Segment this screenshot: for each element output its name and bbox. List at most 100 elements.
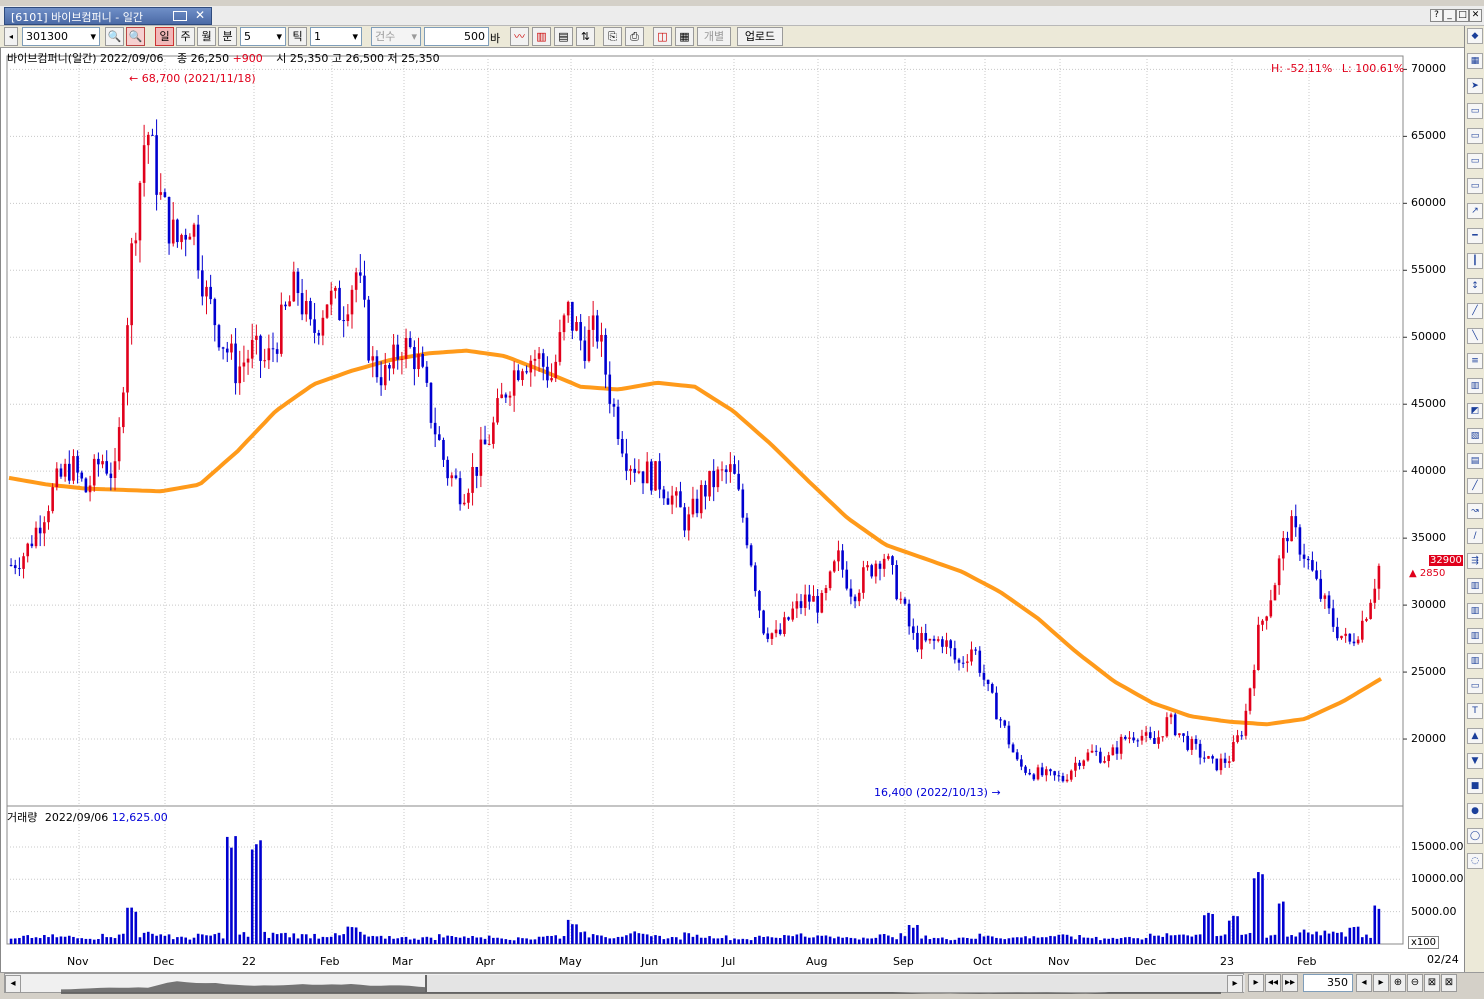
period-month-button[interactable]: 월 — [197, 27, 216, 46]
period-week-button[interactable]: 주 — [176, 27, 195, 46]
drawing-tool-icon[interactable]: ➤ — [1467, 78, 1483, 94]
volume-bar — [575, 924, 578, 944]
candle-body — [837, 550, 840, 562]
candle-body — [571, 301, 574, 331]
drawing-tool-icon[interactable]: ▭ — [1467, 103, 1483, 119]
volume-bar — [209, 935, 212, 944]
drawing-tool-icon[interactable]: ▥ — [1467, 578, 1483, 594]
drawing-tool-icon[interactable]: ╱ — [1467, 303, 1483, 319]
drawing-tool-icon[interactable]: ◩ — [1467, 403, 1483, 419]
candle-body — [783, 617, 786, 635]
candle-body — [429, 382, 433, 423]
chart-area[interactable]: 바이브컴퍼니(일간) 2022/09/06 종 26,250 +900 시 25… — [0, 48, 1464, 972]
volume-bar — [122, 933, 125, 944]
zoom-prev-icon[interactable]: ◂ — [1356, 974, 1372, 992]
line-chart-icon[interactable]: 〰 — [510, 27, 529, 46]
bar-chart-icon[interactable]: ▤ — [554, 27, 573, 46]
volume-bar — [533, 939, 537, 944]
drawing-tool-icon[interactable]: ▭ — [1467, 153, 1483, 169]
fast-forward-icon[interactable]: ▸▸ — [1282, 974, 1298, 992]
help-button[interactable]: ? — [1430, 9, 1443, 22]
zoom-input[interactable]: 350 — [1303, 974, 1353, 992]
drawing-tool-icon[interactable]: ▥ — [1467, 628, 1483, 644]
candle-body — [575, 322, 578, 331]
window-layout-icon[interactable] — [173, 11, 187, 21]
print-icon[interactable]: ⎙ — [625, 27, 644, 46]
tick-select[interactable]: 1 — [310, 27, 362, 46]
x-tick-label: Feb — [320, 955, 340, 968]
drawing-tool-icon[interactable]: ◆ — [1467, 28, 1483, 44]
stock-code-select[interactable]: 301300 — [22, 27, 100, 46]
drawing-tool-icon[interactable]: ▭ — [1467, 128, 1483, 144]
drawing-tool-icon[interactable]: ▭ — [1467, 178, 1483, 194]
candle-body — [196, 224, 200, 271]
zoom-next-icon[interactable]: ▸ — [1373, 974, 1389, 992]
tab-close-icon[interactable]: ✕ — [195, 8, 206, 22]
current-price-tag: 32900 — [1429, 555, 1463, 566]
price-volume-chart[interactable] — [1, 48, 1465, 972]
compare-icon[interactable]: ◫ — [653, 27, 672, 46]
drawing-tool-icon[interactable]: ╱ — [1467, 478, 1483, 494]
drawing-tool-icon[interactable]: ┃ — [1467, 253, 1483, 269]
drawing-tool-icon[interactable]: ▥ — [1467, 653, 1483, 669]
drawing-tool-icon[interactable]: ╲ — [1467, 328, 1483, 344]
maximize-button[interactable]: □ — [1456, 9, 1469, 22]
scroll-right-icon[interactable]: ▸ — [1227, 975, 1243, 993]
candle-body — [371, 356, 375, 361]
drawing-tool-icon[interactable]: ↝ — [1467, 503, 1483, 519]
drawing-tool-icon[interactable]: ∕ — [1467, 528, 1483, 544]
minute-select[interactable]: 5 — [240, 27, 286, 46]
drawing-tool-icon[interactable]: ▼ — [1467, 753, 1483, 769]
drawing-tool-icon[interactable]: ◯ — [1467, 828, 1483, 844]
drawing-tool-icon[interactable]: ▦ — [1467, 53, 1483, 69]
period-day-button[interactable]: 일 — [155, 27, 174, 46]
bars-input[interactable]: 500 — [424, 27, 489, 46]
drawing-tool-icon[interactable]: ▭ — [1467, 678, 1483, 694]
period-minute-button[interactable]: 분 — [218, 27, 237, 46]
drawing-tool-icon[interactable]: ⇶ — [1467, 553, 1483, 569]
drawing-tool-icon[interactable]: ■ — [1467, 778, 1483, 794]
chart-scrollbar[interactable]: ◂ ▸ — [4, 973, 1245, 994]
drawing-tool-icon[interactable]: ▤ — [1467, 453, 1483, 469]
reset-icon[interactable]: ⊠ — [1424, 974, 1440, 992]
zoom-out-icon[interactable]: ⊖ — [1407, 974, 1423, 992]
sort-icon[interactable]: ⇅ — [576, 27, 595, 46]
search-icon[interactable]: 🔍 — [105, 27, 124, 46]
scroll-thumb[interactable] — [425, 975, 1245, 992]
drawing-tool-icon[interactable]: ↗ — [1467, 203, 1483, 219]
prev-arrow-icon[interactable]: ◂ — [4, 27, 18, 46]
rewind-icon[interactable]: ◂◂ — [1265, 974, 1281, 992]
drawing-tool-icon[interactable]: ◌ — [1467, 853, 1483, 869]
drawing-tool-icon[interactable]: ▧ — [1467, 428, 1483, 444]
zoom-in-icon[interactable]: ⊕ — [1390, 974, 1406, 992]
volume-bar — [828, 936, 832, 944]
drawing-tool-icon[interactable]: ▥ — [1467, 378, 1483, 394]
drawing-tool-icon[interactable]: ● — [1467, 803, 1483, 819]
drawing-tool-icon[interactable]: ━ — [1467, 228, 1483, 244]
drawing-tool-icon[interactable]: ↕ — [1467, 278, 1483, 294]
grid-icon[interactable]: ▦ — [675, 27, 694, 46]
individual-button[interactable]: 개별 — [697, 27, 731, 46]
drawing-tool-icon[interactable]: ▲ — [1467, 728, 1483, 744]
volume-bar — [475, 937, 479, 944]
candle-body — [546, 366, 549, 381]
tick-button[interactable]: 틱 — [288, 27, 307, 46]
drawing-tool-icon[interactable]: ≡ — [1467, 353, 1483, 369]
drawing-tool-icon[interactable]: ▥ — [1467, 603, 1483, 619]
candle-chart-icon[interactable]: ▥ — [532, 27, 551, 46]
fullscreen-icon[interactable]: ⊠ — [1441, 974, 1457, 992]
count-select[interactable]: 건수 — [371, 27, 421, 46]
close-button[interactable]: ✕ — [1469, 9, 1482, 22]
window-tab[interactable]: [6101] 바이브컴퍼니 - 일간 ✕ — [4, 7, 212, 25]
upload-button[interactable]: 업로드 — [737, 27, 783, 46]
stock-search-icon[interactable]: 🔍 — [126, 27, 145, 46]
volume-bar — [737, 939, 740, 944]
step-forward-icon[interactable]: ▸ — [1248, 974, 1264, 992]
minimize-button[interactable]: _ — [1443, 9, 1456, 22]
volume-bar — [1323, 930, 1327, 944]
scroll-left-icon[interactable]: ◂ — [5, 975, 21, 993]
drawing-tool-icon[interactable]: T — [1467, 703, 1483, 719]
volume-bar — [1103, 938, 1106, 944]
copy-icon[interactable]: ⎘ — [603, 27, 622, 46]
x-tick-label: Dec — [153, 955, 175, 968]
